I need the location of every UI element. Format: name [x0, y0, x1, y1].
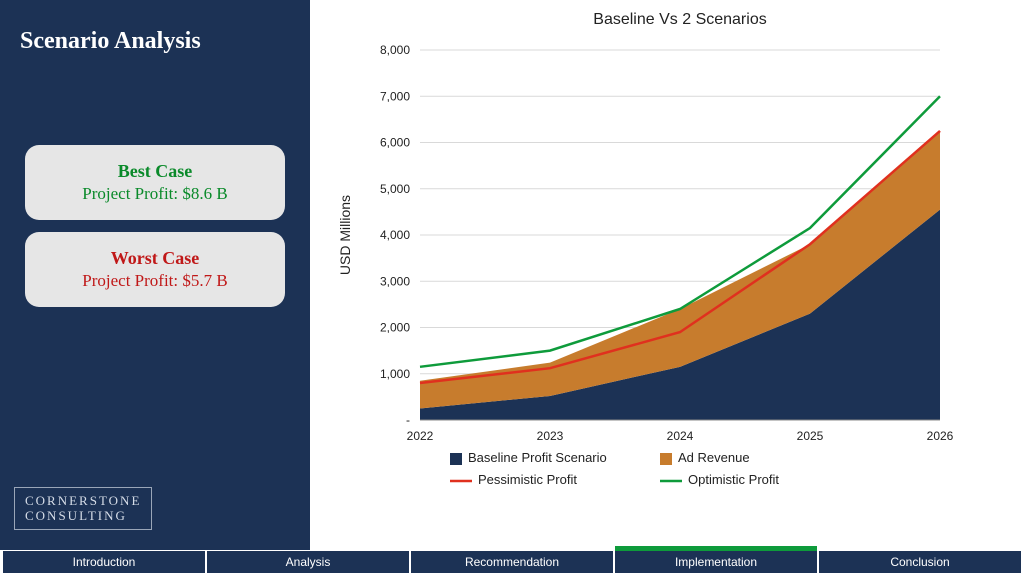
section-tabs: Introduction Analysis Recommendation Imp…: [3, 551, 1021, 573]
svg-text:2026: 2026: [927, 429, 954, 443]
slide-title: Scenario Analysis: [0, 0, 310, 55]
svg-text:USD Millions: USD Millions: [337, 195, 353, 275]
svg-text:8,000: 8,000: [380, 43, 410, 57]
logo-line-2: CONSULTING: [25, 509, 141, 523]
svg-text:2022: 2022: [407, 429, 434, 443]
worst-case-label: Worst Case: [35, 248, 275, 269]
tab-analysis[interactable]: Analysis: [207, 551, 409, 573]
svg-text:Ad Revenue: Ad Revenue: [678, 450, 750, 465]
svg-text:2025: 2025: [797, 429, 824, 443]
svg-text:2023: 2023: [537, 429, 564, 443]
svg-text:5,000: 5,000: [380, 182, 410, 196]
company-logo: CORNERSTONE CONSULTING: [14, 487, 152, 530]
tab-conclusion[interactable]: Conclusion: [819, 551, 1021, 573]
logo-line-1: CORNERSTONE: [25, 494, 141, 508]
svg-text:3,000: 3,000: [380, 274, 410, 288]
svg-text:1,000: 1,000: [380, 367, 410, 381]
svg-text:6,000: 6,000: [380, 136, 410, 150]
best-case-value: Project Profit: $8.6 B: [35, 184, 275, 204]
scenario-chart: Baseline Vs 2 Scenarios - 1,000 2,000 3,000 4…: [310, 0, 1024, 540]
tab-implementation[interactable]: Implementation: [615, 551, 817, 573]
sidebar-panel: Scenario Analysis Best Case Project Prof…: [0, 0, 310, 550]
svg-text:2,000: 2,000: [380, 321, 410, 335]
svg-text:Baseline Profit Scenario: Baseline Profit Scenario: [468, 450, 607, 465]
best-case-label: Best Case: [35, 161, 275, 182]
svg-text:-: -: [406, 413, 410, 427]
callout-stack: Best Case Project Profit: $8.6 B Worst C…: [0, 145, 310, 307]
svg-text:4,000: 4,000: [380, 228, 410, 242]
svg-text:2024: 2024: [667, 429, 694, 443]
svg-text:7,000: 7,000: [380, 89, 410, 103]
tab-introduction[interactable]: Introduction: [3, 551, 205, 573]
best-case-callout: Best Case Project Profit: $8.6 B: [25, 145, 285, 220]
tab-recommendation[interactable]: Recommendation: [411, 551, 613, 573]
worst-case-callout: Worst Case Project Profit: $5.7 B: [25, 232, 285, 307]
slide-root: Scenario Analysis Best Case Project Prof…: [0, 0, 1024, 576]
worst-case-value: Project Profit: $5.7 B: [35, 271, 275, 291]
chart-area: Baseline Vs 2 Scenarios - 1,000 2,000 3,000 4…: [310, 0, 1024, 550]
svg-text:Optimistic Profit: Optimistic Profit: [688, 472, 779, 487]
svg-text:Baseline Vs 2 Scenarios: Baseline Vs 2 Scenarios: [593, 11, 766, 28]
svg-text:Pessimistic Profit: Pessimistic Profit: [478, 472, 577, 487]
